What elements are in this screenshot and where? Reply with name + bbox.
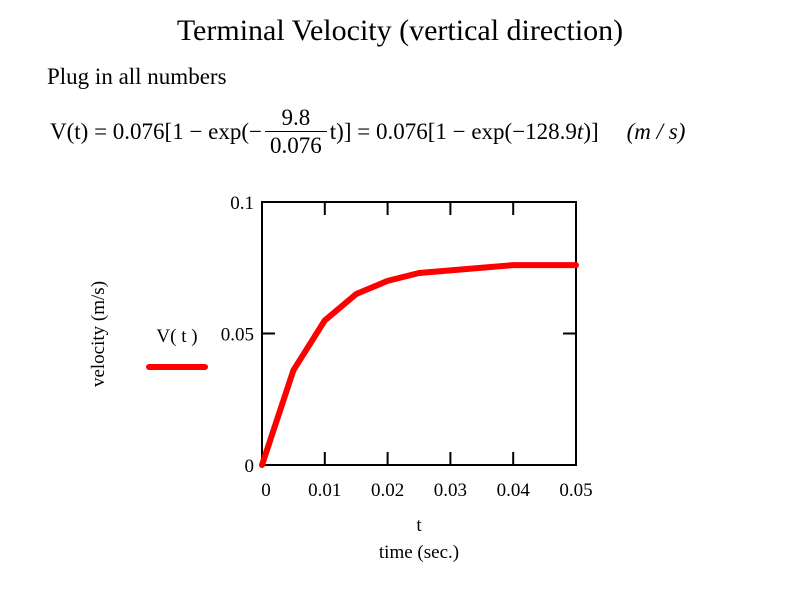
data-point — [418, 272, 420, 274]
data-point — [575, 264, 577, 266]
plot-frame — [261, 201, 577, 466]
data-point — [449, 269, 451, 271]
series-layer — [259, 262, 579, 468]
page-title: Terminal Velocity (vertical direction) — [176, 14, 624, 47]
x-tick-label: 0.01 — [308, 480, 341, 501]
data-point — [387, 280, 389, 282]
data-point — [544, 264, 546, 266]
equation-lhs: V(t) = 0.076[1 − exp(− — [50, 119, 263, 144]
data-point — [481, 267, 483, 269]
y-tick-label: 0 — [245, 456, 255, 477]
x-tick-label: 0 — [261, 480, 271, 501]
equation-rhs: )] — [583, 119, 599, 144]
x-tick-label: 0.05 — [559, 480, 592, 501]
series-line — [259, 262, 579, 468]
axis-ticks — [262, 202, 576, 465]
data-point — [261, 464, 263, 466]
data-point — [512, 264, 514, 266]
equation-fraction: 9.8 0.076 — [265, 105, 327, 160]
y-axis-label: velocity (m/s) — [88, 281, 109, 387]
fraction-numerator: 9.8 — [281, 104, 311, 130]
y-tick-labels: 0 0.05 0.1 — [221, 193, 254, 477]
x-tick-label: 0.04 — [497, 480, 531, 501]
y-tick-label: 0.1 — [230, 193, 254, 214]
legend-label: V( t ) — [156, 326, 197, 347]
velocity-equation: V(t) = 0.076[1 − exp(− 9.8 0.076 t)] = 0… — [50, 100, 685, 164]
fraction-denominator: 0.076 — [265, 131, 327, 159]
data-point — [324, 319, 326, 321]
x-axis-variable: t — [416, 515, 422, 536]
data-point — [292, 369, 294, 371]
page-subtitle: Plug in all numbers — [47, 64, 227, 89]
x-axis-label: time (sec.) — [379, 542, 459, 563]
x-tick-label: 0.02 — [371, 480, 404, 501]
equation-middle: t)] = 0.076[1 − exp(−128.9 — [329, 119, 577, 144]
data-point — [355, 293, 357, 295]
equation-t-variable: t — [576, 119, 584, 144]
y-tick-label: 0.05 — [221, 325, 254, 346]
equation-units: (m / s) — [626, 119, 686, 144]
x-tick-labels: 0 0.01 0.02 0.03 0.04 0.05 — [261, 480, 592, 501]
x-tick-label: 0.03 — [434, 480, 467, 501]
legend: V( t ) — [146, 326, 208, 370]
